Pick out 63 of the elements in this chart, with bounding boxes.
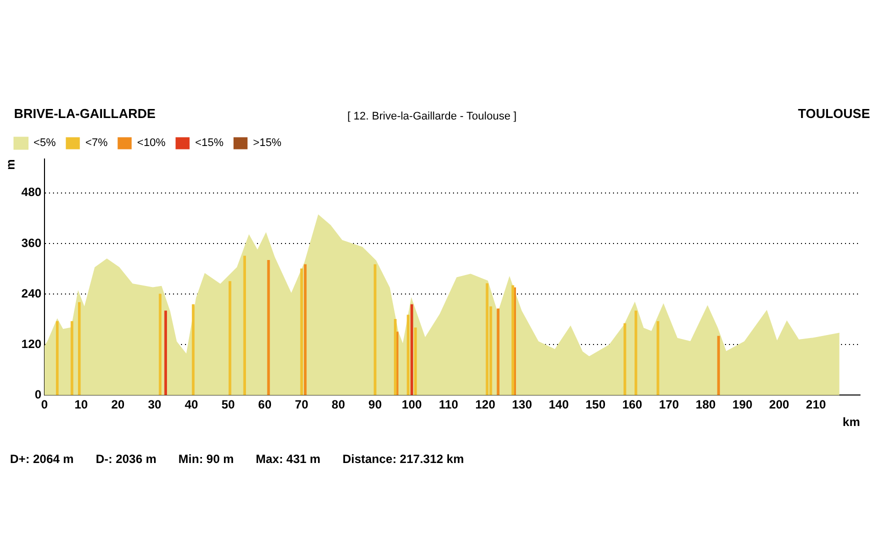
x-tick-label: 20	[111, 398, 125, 412]
x-tick-label: 190	[732, 398, 753, 412]
legend-label: >15%	[253, 137, 282, 150]
x-tick-label: 30	[148, 398, 162, 412]
x-tick-label: 140	[548, 398, 570, 412]
x-axis-title: km	[842, 415, 860, 430]
bar	[717, 336, 720, 396]
x-tick-label: 170	[658, 398, 680, 412]
x-tick-label: 80	[332, 398, 346, 412]
y-tick-label: 360	[21, 236, 42, 250]
bar	[192, 304, 195, 396]
x-tick-label: 100	[402, 398, 422, 412]
x-tick-label: 110	[438, 398, 459, 412]
y-tick-label: 0	[34, 388, 42, 402]
bar	[228, 281, 232, 396]
y-tick-label: 240	[21, 286, 42, 300]
x-tick-label: 60	[258, 398, 272, 412]
bar	[414, 327, 417, 396]
x-tick-label: 10	[74, 398, 88, 412]
y-tick-label: 480	[21, 185, 42, 200]
legend-label: <7%	[85, 137, 108, 150]
x-tick-label: 160	[622, 398, 643, 412]
legend-label: <10%	[137, 137, 166, 150]
bar	[164, 310, 167, 396]
bar	[70, 321, 74, 396]
bar	[496, 308, 500, 396]
legend-label: <15%	[195, 137, 224, 150]
bar	[56, 321, 59, 396]
text: D-: 2036 m	[96, 452, 156, 466]
x-tick-label: 90	[368, 398, 382, 412]
text: TOULOUSE	[798, 106, 870, 121]
text: Max: 431 m	[256, 452, 320, 466]
bar	[300, 268, 303, 396]
x-tick-label: 200	[769, 398, 790, 412]
bar	[656, 321, 660, 396]
text: Distance: 217.312 km	[342, 452, 464, 466]
bar	[624, 323, 626, 396]
bar	[634, 310, 638, 396]
bar	[158, 294, 162, 396]
bar	[267, 260, 270, 396]
bar	[374, 264, 376, 396]
x-tick-label: 150	[585, 398, 606, 412]
bar	[304, 264, 307, 396]
bar	[406, 314, 410, 396]
text: Min: 90 m	[178, 452, 234, 466]
y-axis-title: m	[4, 159, 18, 170]
x-tick-label: 40	[184, 398, 198, 412]
bar	[394, 319, 397, 396]
y-tick-label: 120	[21, 336, 42, 351]
bar	[486, 283, 488, 396]
legend-label: <5%	[34, 137, 56, 150]
chart-title: [ 12. Brive-la-Gaillarde - Toulouse ]	[347, 110, 517, 123]
bar	[243, 256, 246, 396]
bar	[78, 302, 81, 396]
bar	[410, 304, 414, 396]
text: BRIVE-LA-GAILLARDE	[14, 106, 156, 121]
x-tick-label: 120	[475, 398, 496, 412]
x-tick-label: 210	[806, 398, 826, 412]
x-tick-label: 50	[221, 398, 236, 412]
x-tick-label: 70	[294, 398, 309, 412]
text: D+: 2064 m	[10, 452, 74, 466]
x-tick-label: 180	[696, 398, 716, 412]
x-tick-label: 130	[512, 398, 532, 412]
